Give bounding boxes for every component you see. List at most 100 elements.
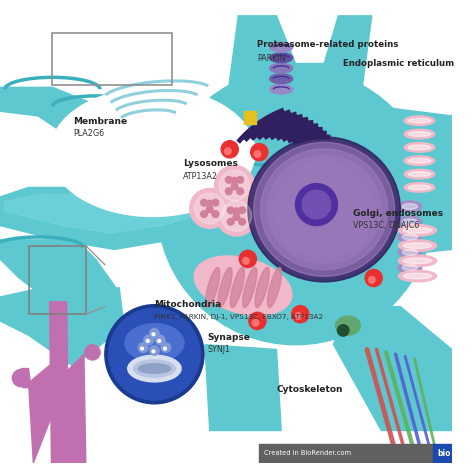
- Circle shape: [146, 339, 149, 342]
- Circle shape: [231, 183, 238, 190]
- Circle shape: [155, 335, 165, 345]
- Ellipse shape: [270, 43, 292, 52]
- Circle shape: [231, 177, 238, 184]
- Ellipse shape: [404, 129, 435, 139]
- Circle shape: [85, 345, 100, 360]
- Circle shape: [161, 343, 171, 352]
- Circle shape: [295, 183, 337, 226]
- Ellipse shape: [404, 143, 435, 152]
- Text: Mitochondria: Mitochondria: [155, 300, 222, 309]
- Polygon shape: [50, 302, 69, 463]
- Text: PARKIN: PARKIN: [257, 54, 286, 63]
- Polygon shape: [0, 173, 234, 249]
- Ellipse shape: [402, 234, 418, 240]
- Polygon shape: [229, 16, 372, 87]
- Ellipse shape: [398, 201, 422, 212]
- Ellipse shape: [134, 360, 175, 377]
- Ellipse shape: [268, 156, 380, 262]
- Ellipse shape: [138, 364, 171, 374]
- Polygon shape: [65, 354, 86, 463]
- Circle shape: [368, 276, 375, 283]
- Ellipse shape: [408, 145, 431, 150]
- Text: PLA2G6: PLA2G6: [73, 129, 105, 138]
- Ellipse shape: [267, 155, 381, 263]
- Ellipse shape: [243, 267, 257, 308]
- Circle shape: [194, 193, 225, 224]
- Ellipse shape: [50, 88, 255, 217]
- Ellipse shape: [254, 143, 394, 276]
- Ellipse shape: [403, 273, 432, 279]
- Ellipse shape: [262, 150, 387, 269]
- Ellipse shape: [128, 355, 181, 382]
- Circle shape: [141, 347, 144, 350]
- Polygon shape: [338, 106, 452, 259]
- Circle shape: [302, 190, 331, 219]
- Text: PINK1, PARKIN, DJ-1, VPS13C, FBXO7, ATP13A2: PINK1, PARKIN, DJ-1, VPS13C, FBXO7, ATP1…: [155, 314, 324, 320]
- Circle shape: [249, 312, 266, 329]
- Circle shape: [254, 151, 261, 157]
- Ellipse shape: [125, 324, 184, 362]
- Circle shape: [212, 211, 219, 218]
- Circle shape: [221, 201, 252, 231]
- Circle shape: [237, 188, 244, 195]
- Bar: [244, 111, 256, 124]
- Ellipse shape: [404, 182, 435, 192]
- Ellipse shape: [404, 156, 435, 165]
- Circle shape: [152, 350, 155, 353]
- Text: SYNJ1: SYNJ1: [208, 346, 231, 355]
- Ellipse shape: [281, 168, 367, 250]
- Ellipse shape: [408, 132, 431, 137]
- Circle shape: [225, 148, 231, 155]
- Ellipse shape: [270, 84, 292, 94]
- Circle shape: [228, 207, 234, 214]
- Ellipse shape: [408, 172, 431, 176]
- Circle shape: [237, 176, 244, 183]
- Ellipse shape: [404, 116, 435, 126]
- Polygon shape: [38, 288, 124, 349]
- Ellipse shape: [261, 149, 388, 270]
- Circle shape: [201, 211, 207, 218]
- Bar: [433, 444, 452, 463]
- Polygon shape: [21, 369, 30, 388]
- Text: Membrane: Membrane: [73, 117, 128, 126]
- Ellipse shape: [408, 185, 431, 190]
- Ellipse shape: [295, 182, 354, 237]
- Ellipse shape: [218, 267, 232, 308]
- Circle shape: [150, 328, 159, 338]
- Circle shape: [201, 200, 207, 206]
- Ellipse shape: [398, 262, 422, 273]
- Circle shape: [219, 170, 250, 201]
- Circle shape: [212, 200, 219, 206]
- Circle shape: [12, 370, 29, 387]
- Circle shape: [243, 257, 249, 264]
- Ellipse shape: [157, 68, 434, 345]
- Ellipse shape: [275, 163, 373, 256]
- Bar: [53, 33, 172, 85]
- Circle shape: [190, 188, 230, 228]
- Ellipse shape: [206, 267, 219, 308]
- Ellipse shape: [301, 188, 346, 231]
- Polygon shape: [334, 307, 452, 430]
- Ellipse shape: [402, 204, 418, 210]
- Text: VPS13C, DNAJC6: VPS13C, DNAJC6: [353, 221, 419, 230]
- Ellipse shape: [404, 169, 435, 179]
- Ellipse shape: [270, 64, 292, 73]
- Text: Created in BioRender.com: Created in BioRender.com: [264, 450, 351, 456]
- Ellipse shape: [288, 175, 360, 244]
- Circle shape: [226, 176, 232, 183]
- Circle shape: [158, 339, 161, 342]
- Circle shape: [206, 206, 213, 213]
- Ellipse shape: [248, 137, 401, 282]
- Ellipse shape: [270, 74, 292, 83]
- Ellipse shape: [255, 143, 393, 275]
- Ellipse shape: [399, 240, 437, 251]
- Circle shape: [109, 309, 200, 400]
- Circle shape: [214, 165, 255, 206]
- Ellipse shape: [262, 152, 386, 266]
- Circle shape: [233, 214, 240, 220]
- Ellipse shape: [402, 219, 418, 225]
- Circle shape: [164, 347, 166, 350]
- Ellipse shape: [398, 216, 422, 228]
- Bar: [259, 444, 433, 463]
- Ellipse shape: [230, 267, 245, 308]
